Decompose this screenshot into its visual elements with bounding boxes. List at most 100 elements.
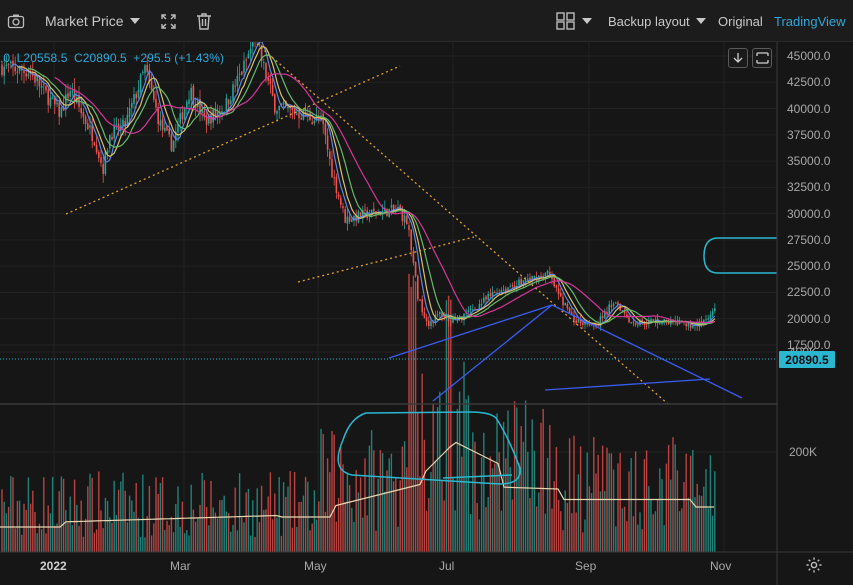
volume-bar [117,489,120,552]
view-original-tab[interactable]: Original [718,0,763,42]
time-tick-label: Mar [170,559,191,573]
volume-bar [159,482,162,552]
candle-body [304,111,307,117]
volume-bar [584,519,586,552]
volume-bar [337,497,340,552]
candle-body [241,71,243,75]
volume-bar [390,453,393,552]
volume-bar [67,522,69,552]
view-tradingview-tab[interactable]: TradingView [774,0,846,42]
volume-bar [23,503,25,552]
volume-bar [18,500,21,552]
volume-bar [692,449,694,552]
volume-bar [428,497,430,552]
candle-body [698,321,701,327]
candle-body [485,296,487,300]
volume-bar [359,477,362,552]
candle-body [610,305,613,308]
layout-grid-button[interactable] [556,0,592,42]
price-tick-label: 40000.0 [787,101,831,116]
trendline-resistance [256,43,669,405]
drawing-overlays[interactable] [65,43,777,485]
scroll-down-button[interactable] [728,48,748,68]
price-tick-label: 17500.0 [787,338,831,352]
volume-bar [36,533,38,552]
volume-bar [54,525,56,552]
volume-bar [417,412,419,552]
candle-body [595,324,597,326]
candle-body [5,64,8,67]
candle-body [634,323,637,325]
candle-body [604,310,606,319]
volume-bars [0,273,716,552]
volume-bar [168,525,170,552]
volume-bar [201,473,203,552]
volume-bar [672,437,674,552]
candle-body [577,318,580,323]
volume-bar [707,508,709,552]
reset-scale-button[interactable] [752,48,772,68]
volume-bar [709,455,712,552]
volume-bar [637,524,639,552]
volume-bar [150,535,153,552]
price-tick-label: 30000.0 [787,206,831,221]
backup-layout-dropdown[interactable]: Backup layout [608,0,706,42]
volume-bar [188,535,190,552]
volume-bar [205,506,208,552]
candle-body [205,115,208,125]
candle-body [529,277,531,281]
candle-body [483,297,485,303]
candle-body [234,85,236,87]
candle-body [401,210,404,221]
volume-bar [544,513,547,552]
expand-icon[interactable] [160,0,177,42]
candle-body [122,119,124,126]
volume-bar [113,480,115,552]
current-price-tag: 20890.5 [779,351,835,368]
price-tick-label: 25000.0 [787,259,831,274]
candle-body [109,135,111,149]
volume-bar [348,485,351,552]
candle-body [56,102,58,105]
candle-body [293,109,296,115]
volume-bar [5,513,8,552]
candle-body [296,113,298,115]
candle-body [45,85,47,91]
volume-bar [280,535,283,552]
volume-bar [483,432,485,552]
volume-bar [683,482,685,552]
candle-body [562,296,564,306]
candle-body [351,219,353,222]
candle-body [291,107,294,110]
candle-body [51,97,54,100]
candle-body [527,278,529,280]
top-toolbar: Market Price Backup layout Original Trad… [0,0,853,42]
volume-bar [656,499,659,552]
volume-bar [458,391,461,552]
volume-bar [161,477,164,552]
candle-body [414,261,417,277]
ma-medium-line [28,54,716,325]
time-tick-label: Nov [710,559,732,573]
candle-body [639,319,641,326]
candle-body [564,302,566,306]
candle-body [520,278,522,285]
camera-icon[interactable] [7,0,25,42]
candle-body [494,292,496,294]
trash-icon[interactable] [196,0,212,42]
volume-bar [392,481,395,552]
candle-body [263,62,265,64]
candle-body [615,302,617,304]
volume-bar [340,446,342,552]
volume-bar [489,456,492,552]
candle-body [533,276,536,278]
volume-bar [183,533,186,552]
candle-body [599,316,602,327]
gear-icon[interactable] [805,556,823,579]
candle-body [659,323,661,325]
volume-bar [192,509,195,552]
candle-body [329,151,331,160]
volume-bar [106,500,109,552]
market-selector[interactable]: Market Price [45,0,140,42]
